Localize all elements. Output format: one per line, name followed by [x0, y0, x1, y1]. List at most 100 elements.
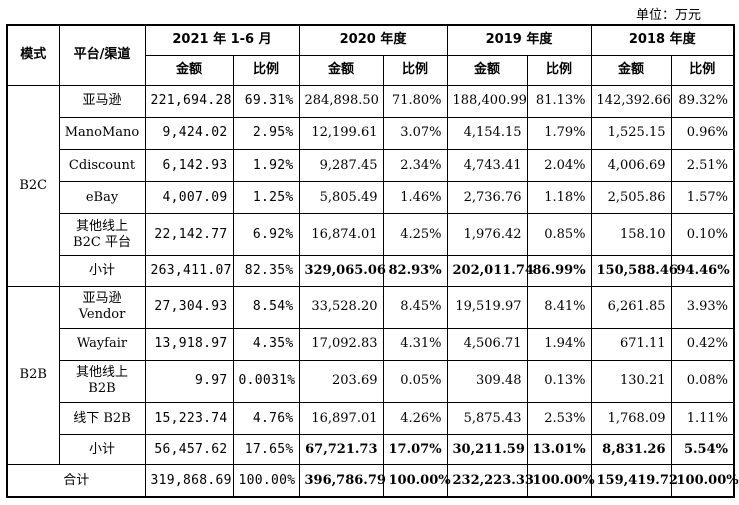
mode-label: B2C [6, 84, 60, 287]
header-period-2020: 2020 年度 [298, 24, 448, 56]
table-row: B2C 亚马逊 221,694.28 69.31% 284,898.50 71.80% 18… [6, 84, 735, 287]
unit-label: 单位：万元 [635, 8, 701, 23]
amount-cell: 1,976.42 [446, 213, 528, 257]
ratio-cell: 8.54% [232, 285, 300, 329]
amount-cell: 8,831.26 [590, 434, 672, 466]
amount-cell: 56,457.62 [144, 434, 234, 466]
amount-cell: 5,805.49 [298, 181, 384, 215]
amount-cell: 130.21 [590, 359, 672, 404]
ratio-cell: 1.79% [526, 116, 592, 151]
channel-name: 亚马逊 Vendor [58, 285, 146, 329]
ratio-cell: 8.41% [526, 285, 592, 329]
header-period-2021h1: 2021 年 1-6 月 [144, 24, 300, 56]
ratio-cell: 1.25% [232, 181, 300, 215]
amount-cell: 16,897.01 [298, 402, 384, 436]
ratio-cell: 0.0031% [232, 359, 300, 404]
amount-cell: 4,006.69 [590, 148, 672, 183]
ratio-cell: 0.08% [670, 359, 735, 404]
amount-cell: 15,223.74 [144, 402, 234, 436]
channel-name: 小计 [58, 255, 146, 287]
amount-cell: 9,287.45 [298, 148, 384, 183]
amount-cell: 309.48 [446, 359, 528, 404]
amount-cell: 2,736.76 [446, 181, 528, 215]
amount-cell: 319,868.69 [144, 464, 234, 498]
amount-cell: 67,721.73 [298, 434, 384, 466]
header-period-2019: 2019 年度 [446, 24, 592, 56]
ratio-cell: 81.13% [526, 84, 592, 118]
amount-cell: 4,743.41 [446, 148, 528, 183]
table-row: 线下 B2B 15,223.74 4.76% 16,897.01 4.26% 5,875.… [7, 402, 735, 436]
ratio-cell: 0.05% [382, 359, 448, 404]
table-row: eBay 4,007.09 1.25% 5,805.49 1.46% 2,736.76 1.… [7, 181, 735, 215]
amount-cell: 22,142.77 [144, 213, 234, 257]
ratio-cell: 0.85% [526, 213, 592, 257]
amount-cell: 202,011.74 [446, 255, 534, 287]
channel-name: 其他线上 B2B [58, 359, 146, 404]
amount-cell: 188,400.99 [446, 84, 528, 118]
ratio-cell: 4.31% [382, 327, 448, 361]
table-row: 其他线上 B2B 9.97 0.0031% 203.69 0.05% 309.48 0.13… [7, 359, 735, 404]
sales-by-channel-table: 模式 平台/渠道 2021 年 1-6 月 2020 年度 2019 年度 20… [6, 24, 739, 498]
amount-cell: 671.11 [590, 327, 672, 361]
header-period-2018: 2018 年度 [590, 24, 735, 56]
amount-cell: 27,304.93 [144, 285, 234, 329]
amount-cell: 4,007.09 [144, 181, 234, 215]
amount-cell: 284,898.50 [298, 84, 384, 118]
header-row-2: 金额 比例 金额 比例 金额 比例 金额 比例 [7, 54, 735, 86]
ratio-cell: 2.95% [232, 116, 300, 151]
amount-cell: 9,424.02 [144, 116, 234, 151]
amount-cell: 150,588.46 [590, 255, 678, 287]
channel-name: 线下 B2B [58, 402, 146, 436]
ratio-cell: 1.94% [526, 327, 592, 361]
header-amount: 金额 [144, 54, 234, 86]
ratio-cell: 0.13% [526, 359, 592, 404]
ratio-cell: 1.18% [526, 181, 592, 215]
ratio-cell: 94.46% [670, 255, 735, 287]
channel-name: Wayfair [58, 327, 146, 361]
amount-cell: 19,519.97 [446, 285, 528, 329]
ratio-cell: 4.76% [232, 402, 300, 436]
table-row: ManoMano 9,424.02 2.95% 12,199.61 3.07% 4,154… [7, 116, 735, 151]
amount-cell: 263,411.07 [144, 255, 234, 287]
amount-cell: 1,768.09 [590, 402, 672, 436]
header-ratio: 比例 [670, 54, 735, 86]
ratio-cell: 4.25% [382, 213, 448, 257]
total-row: 合计 319,868.69 100.00% 396,786.79 100.00% 232,… [6, 464, 739, 498]
amount-cell: 9.97 [144, 359, 234, 404]
ratio-cell: 100.00% [232, 464, 300, 498]
amount-cell: 6,142.93 [144, 148, 234, 183]
channel-name: Cdiscount [58, 148, 146, 183]
amount-cell: 396,786.79 [298, 464, 386, 498]
amount-cell: 232,223.33 [446, 464, 534, 498]
ratio-cell: 82.35% [232, 255, 300, 287]
ratio-cell: 69.31% [232, 84, 300, 118]
ratio-cell: 71.80% [382, 84, 448, 118]
ratio-cell: 3.93% [670, 285, 735, 329]
ratio-cell: 8.45% [382, 285, 448, 329]
header-amount: 金额 [590, 54, 672, 86]
amount-cell: 17,092.83 [298, 327, 384, 361]
amount-cell: 159,419.72 [590, 464, 678, 498]
channel-name: 亚马逊 [58, 84, 146, 118]
channel-name: 小计 [58, 434, 146, 466]
table-row: Cdiscount 6,142.93 1.92% 9,287.45 2.34% 4,743… [7, 148, 735, 183]
ratio-cell: 17.07% [382, 434, 448, 466]
amount-cell: 13,918.97 [144, 327, 234, 361]
table-row: B2B 亚马逊 Vendor 27,304.93 8.54% 33,528.20 8.45… [6, 285, 735, 466]
amount-cell: 4,154.15 [446, 116, 528, 151]
table-row: 其他线上 B2C 平台 22,142.77 6.92% 16,874.01 4.25% 1… [7, 213, 735, 257]
ratio-cell: 6.92% [232, 213, 300, 257]
ratio-cell: 82.93% [382, 255, 448, 287]
ratio-cell: 100.00% [526, 464, 595, 498]
header-mode: 模式 [6, 24, 60, 86]
ratio-cell: 100.00% [670, 464, 739, 498]
ratio-cell: 5.54% [670, 434, 735, 466]
ratio-cell: 1.92% [232, 148, 300, 183]
ratio-cell: 100.00% [382, 464, 451, 498]
header-amount: 金额 [298, 54, 384, 86]
amount-cell: 158.10 [590, 213, 672, 257]
ratio-cell: 2.04% [526, 148, 592, 183]
amount-cell: 33,528.20 [298, 285, 384, 329]
channel-name: 合计 [6, 464, 146, 498]
channel-name: 其他线上 B2C 平台 [58, 213, 146, 257]
